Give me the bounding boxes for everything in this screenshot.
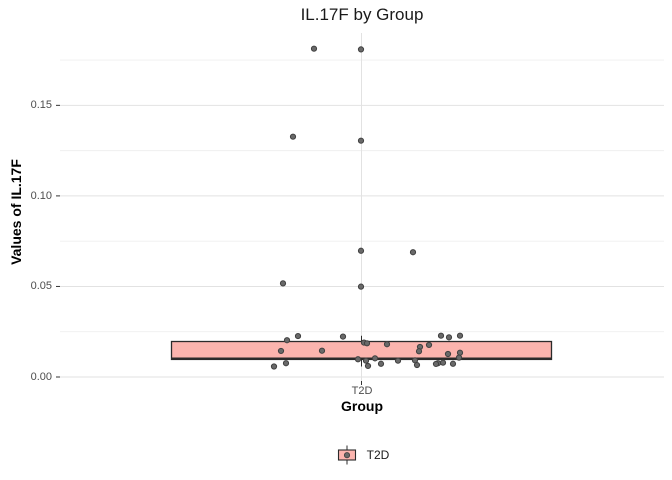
jitter-point [362, 357, 370, 364]
jitter-point [383, 341, 391, 348]
jitter-point [289, 133, 297, 140]
jitter-point [445, 334, 453, 341]
jitter-point [432, 360, 440, 368]
y-tick-label: 0.00 [30, 371, 52, 383]
x-tick-label: T2D [351, 385, 373, 397]
jitter-point [318, 347, 326, 354]
y-tick-label: 0.10 [30, 189, 52, 202]
jitter-point [357, 283, 365, 290]
jitter-point [371, 355, 379, 362]
jitter-point [449, 360, 457, 367]
jitter-point [377, 360, 385, 367]
jitter-point [456, 349, 464, 356]
x-axis-title: Group [341, 398, 383, 414]
jitter-point [394, 357, 402, 364]
jitter-point [455, 354, 463, 361]
jitter-point [339, 333, 347, 340]
jitter-point [363, 340, 371, 347]
jitter-point [310, 45, 318, 52]
jitter-point [277, 347, 285, 355]
y-axis-title: Values of IL.17F [8, 159, 24, 265]
jitter-point [283, 337, 291, 344]
legend-key-boxplot-icon [337, 445, 356, 465]
jitter-point [409, 249, 417, 256]
jitter-point [279, 280, 287, 287]
jitter-point [425, 341, 433, 349]
y-tick-label: 0.05 [30, 280, 52, 293]
jitter-point [413, 361, 421, 369]
jitter-point [357, 46, 365, 53]
jitter-point [294, 332, 302, 340]
legend-label: T2D [366, 448, 390, 462]
jitter-point [270, 363, 278, 370]
legend: T2D [60, 442, 664, 468]
jitter-point [437, 332, 445, 339]
jitter-point [282, 360, 290, 367]
jitter-point [439, 359, 447, 366]
chart-title: IL.17F by Group [300, 5, 424, 24]
jitter-point [354, 356, 362, 363]
jitter-point [415, 348, 423, 355]
jitter-point [444, 350, 452, 358]
jitter-point [357, 137, 365, 144]
y-tick-label: 0.15 [30, 99, 52, 112]
jitter-point [364, 362, 372, 370]
jitter-point [357, 247, 365, 254]
jitter-point [456, 332, 464, 339]
